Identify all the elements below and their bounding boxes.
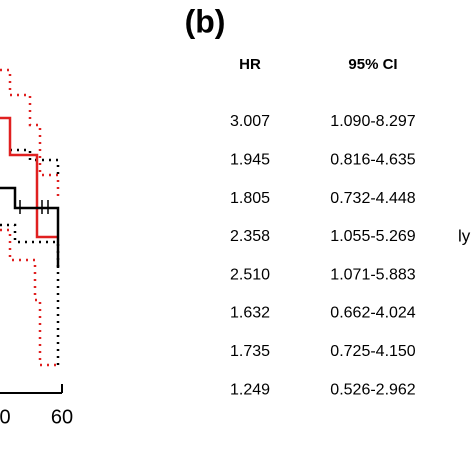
side-text: ly (458, 226, 471, 245)
ci-cell: 0.662-4.024 (330, 305, 416, 322)
hr-cell: 1.735 (230, 343, 270, 360)
black-curve (0, 186, 60, 268)
hr-cell: 3.007 (230, 113, 270, 130)
hr-cell: 1.805 (230, 190, 270, 207)
km-plot (0, 68, 63, 394)
red-ci-lower (0, 228, 58, 367)
black-ci-upper (10, 148, 60, 175)
x-tick-label: 60 (51, 406, 73, 428)
hr-cell: 1.632 (230, 305, 270, 322)
black-ci-lower (0, 223, 60, 370)
ci-cell: 1.090-8.297 (330, 113, 416, 130)
hr-cell: 1.945 (230, 152, 270, 169)
x-tick-label: 0 (0, 406, 11, 428)
red-ci-upper (0, 68, 60, 200)
table-header: 95% CI (348, 56, 397, 73)
red-curve (0, 116, 58, 239)
ci-cell: 0.732-4.448 (330, 190, 416, 207)
ci-cell: 1.071-5.883 (330, 266, 416, 283)
table-body: 3.007 1.090-8.297 1.945 0.816-4.635 1.805 0.7… (230, 113, 416, 398)
ci-cell: 0.725-4.150 (330, 343, 416, 360)
ci-cell: 0.816-4.635 (330, 152, 416, 169)
panel-label: (b) (185, 3, 226, 39)
censor-ticks (19, 200, 49, 214)
ci-cell: 1.055-5.269 (330, 228, 416, 245)
hr-cell: 2.358 (230, 228, 270, 245)
hr-cell: 1.249 (230, 381, 270, 398)
hr-cell: 2.510 (230, 266, 270, 283)
x-axis (0, 384, 63, 394)
table-header: HR (239, 56, 261, 73)
ci-cell: 0.526-2.962 (330, 381, 416, 398)
